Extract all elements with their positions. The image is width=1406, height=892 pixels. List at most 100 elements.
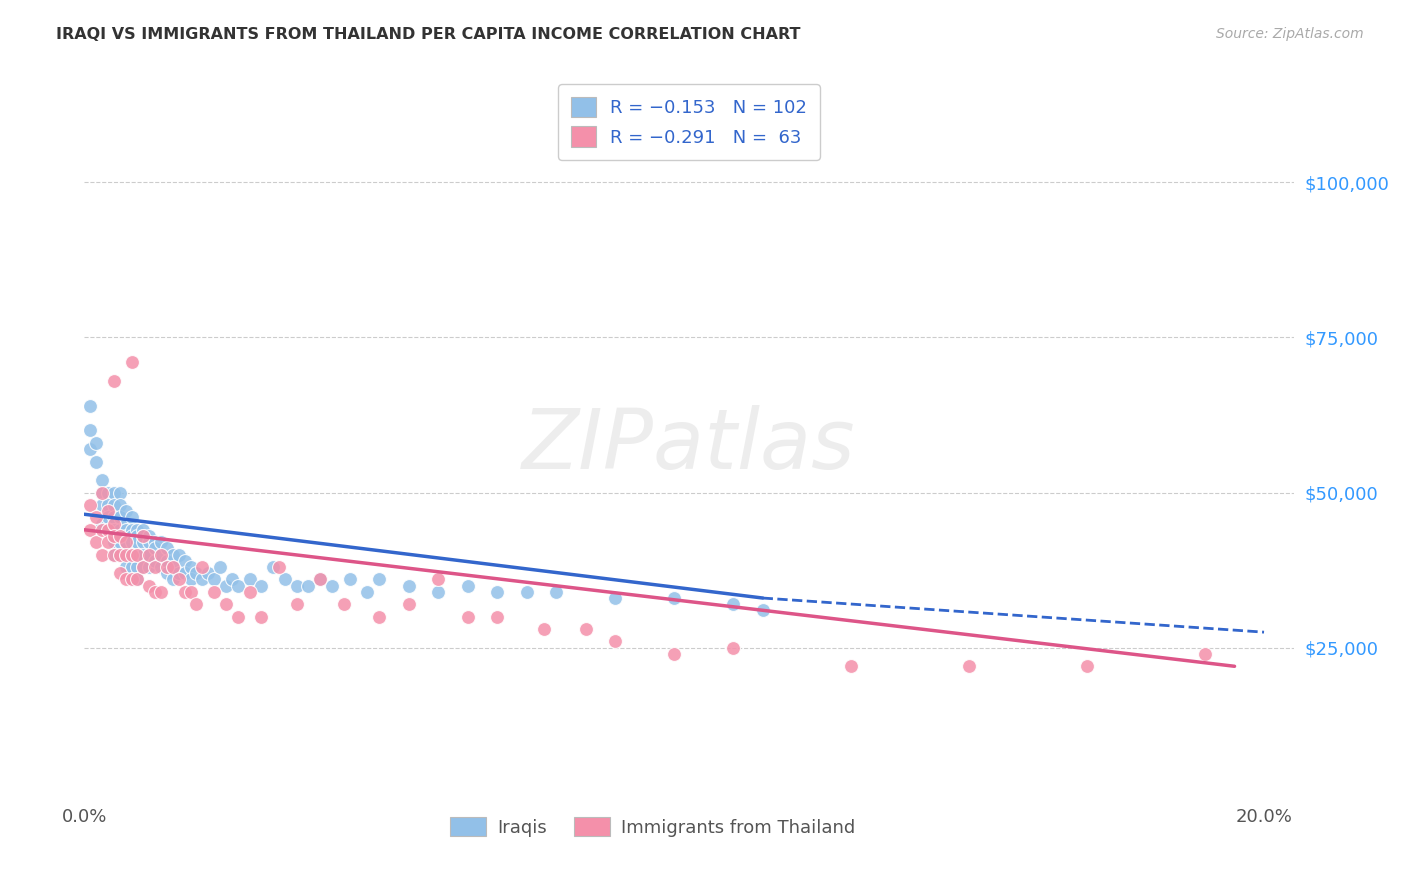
Point [226,579,249,593]
Point [121,573,143,587]
Point [143,541,166,556]
Point [103,516,125,531]
Point [156,541,179,556]
Point [127,548,149,562]
Point [150,560,173,574]
Point [162,548,184,562]
Point [516,584,538,599]
Point [132,560,155,574]
Point [108,548,131,562]
Point [215,579,238,593]
Point [202,573,225,587]
Point [138,529,160,543]
Point [167,548,190,562]
Point [457,609,479,624]
Point [339,573,361,587]
Point [97,523,120,537]
Point [533,622,555,636]
Point [208,560,231,574]
Point [103,548,125,562]
Point [186,597,208,611]
Point [150,535,173,549]
Text: ZIPatlas: ZIPatlas [522,406,856,486]
Point [84,510,107,524]
Point [221,573,243,587]
Point [457,579,479,593]
Point [138,560,160,574]
Point [114,516,136,531]
Point [486,609,509,624]
Point [91,485,114,500]
Point [103,548,125,562]
Point [121,548,143,562]
Point [97,498,120,512]
Point [138,535,160,549]
Point [173,584,195,599]
Point [127,573,149,587]
Point [79,399,101,413]
Point [486,584,509,599]
Point [238,584,260,599]
Point [79,523,101,537]
Point [321,579,343,593]
Point [356,584,378,599]
Point [91,485,114,500]
Point [121,523,143,537]
Point [132,535,155,549]
Point [427,573,450,587]
Text: Source: ZipAtlas.com: Source: ZipAtlas.com [1216,27,1364,41]
Point [84,535,107,549]
Point [664,647,686,661]
Point [191,560,214,574]
Point [121,529,143,543]
Point [103,498,125,512]
Point [84,454,107,468]
Point [91,523,114,537]
Point [180,584,202,599]
Point [114,529,136,543]
Point [143,535,166,549]
Point [138,579,160,593]
Point [121,560,143,574]
Point [156,566,179,581]
Point [156,560,179,574]
Point [103,523,125,537]
Point [546,584,568,599]
Point [150,548,173,562]
Point [114,548,136,562]
Point [79,498,101,512]
Point [97,510,120,524]
Point [103,485,125,500]
Point [114,573,136,587]
Point [1076,659,1098,673]
Point [97,485,120,500]
Point [238,573,260,587]
Point [132,529,155,543]
Point [108,529,131,543]
Point [108,498,131,512]
Point [114,535,136,549]
Point [575,622,598,636]
Point [127,573,149,587]
Point [721,640,744,655]
Point [605,634,627,648]
Point [114,504,136,518]
Point [333,597,356,611]
Point [103,510,125,524]
Point [91,548,114,562]
Point [309,573,332,587]
Point [202,584,225,599]
Point [664,591,686,605]
Point [156,554,179,568]
Point [162,560,184,574]
Point [84,436,107,450]
Point [114,535,136,549]
Point [108,566,131,581]
Point [297,579,319,593]
Point [605,591,627,605]
Point [108,523,131,537]
Point [751,603,773,617]
Point [167,573,190,587]
Point [398,597,420,611]
Point [186,566,208,581]
